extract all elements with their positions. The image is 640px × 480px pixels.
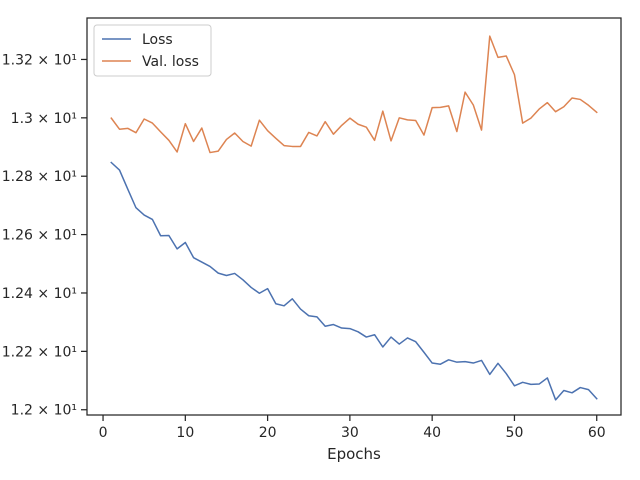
legend-box bbox=[93, 24, 212, 77]
x-tick-label: 60 bbox=[588, 425, 606, 441]
x-tick-label: 40 bbox=[423, 425, 441, 441]
series-line-val-loss bbox=[110, 35, 598, 154]
x-tick-label: 0 bbox=[99, 425, 108, 441]
x-tick-label: 30 bbox=[341, 425, 359, 441]
x-axis-ticks: 0 10 20 30 40 50 60 bbox=[99, 415, 606, 441]
y-tick-label: 1.2 × 10¹ bbox=[11, 403, 77, 419]
y-tick-label: 1.3 × 10¹ bbox=[11, 111, 77, 127]
y-axis-ticks: 1.2 × 10¹ 1.22 × 10¹ 1.24 × 10¹ 1.26 × 10¹ 1… bbox=[2, 52, 87, 419]
plot-area bbox=[87, 18, 621, 415]
series-line-loss bbox=[110, 161, 598, 401]
y-tick-label: 1.32 × 10¹ bbox=[2, 52, 77, 68]
plot-frame bbox=[86, 17, 622, 416]
x-axis-label: Epochs bbox=[327, 445, 381, 463]
x-tick-label: 50 bbox=[506, 425, 524, 441]
x-tick-label: 20 bbox=[259, 425, 277, 441]
y-tick-label: 1.26 × 10¹ bbox=[2, 228, 77, 244]
legend-label-loss: Loss bbox=[142, 32, 173, 48]
y-tick-label: 1.22 × 10¹ bbox=[2, 344, 77, 360]
x-tick-label: 10 bbox=[176, 425, 194, 441]
legend: Loss Val. loss bbox=[93, 24, 212, 77]
y-tick-label: 1.24 × 10¹ bbox=[2, 286, 77, 302]
y-tick-label: 1.28 × 10¹ bbox=[2, 169, 77, 185]
legend-label-val-loss: Val. loss bbox=[142, 54, 199, 70]
series-lines bbox=[110, 35, 598, 401]
